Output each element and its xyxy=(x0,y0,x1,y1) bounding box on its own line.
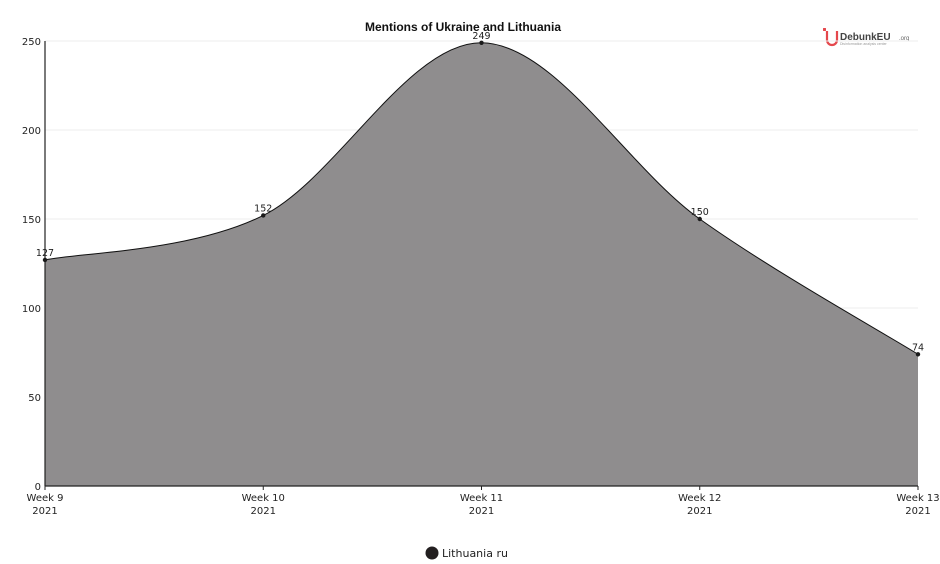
data-label: 249 xyxy=(472,31,490,42)
x-tick-year: 2021 xyxy=(469,506,494,517)
series-area xyxy=(45,42,918,486)
legend-marker[interactable] xyxy=(425,546,439,560)
data-label: 127 xyxy=(36,248,54,259)
data-point xyxy=(915,352,921,357)
x-tick-label: Week 9 xyxy=(27,493,64,504)
x-axis-ticks: Week 9 2021 Week 10 2021 Week 11 2021 Week 12 2… xyxy=(27,486,940,517)
data-label: 152 xyxy=(254,203,272,214)
data-point xyxy=(42,257,48,263)
x-tick-year: 2021 xyxy=(687,506,712,517)
data-markers xyxy=(42,40,921,357)
data-point xyxy=(479,40,484,45)
debunkeu-logo: DebunkEU .org Disinformation analysis ce… xyxy=(823,28,909,47)
y-tick-label: 150 xyxy=(22,215,41,226)
x-tick-label: Week 10 xyxy=(242,493,285,504)
y-tick-label: 100 xyxy=(22,304,41,315)
y-tick-label: 250 xyxy=(22,37,41,48)
data-labels: 127 152 249 150 74 xyxy=(36,31,924,354)
y-tick-label: 0 xyxy=(35,482,41,493)
x-tick-label: Week 13 xyxy=(896,493,939,504)
x-tick-label: Week 11 xyxy=(460,493,503,504)
logo-suffix: .org xyxy=(899,36,909,42)
y-tick-label: 200 xyxy=(22,126,41,137)
logo-text: DebunkEU xyxy=(840,32,891,43)
x-tick-year: 2021 xyxy=(251,506,276,517)
legend-label[interactable]: Lithuania ru xyxy=(442,547,508,560)
data-point xyxy=(261,213,266,218)
logo-tagline: Disinformation analysis center xyxy=(840,42,888,46)
legend[interactable]: Lithuania ru xyxy=(425,546,508,561)
series-area-layer xyxy=(44,42,919,486)
y-tick-label: 50 xyxy=(28,393,41,404)
x-tick-label: Week 12 xyxy=(678,493,721,504)
chart-title: Mentions of Ukraine and Lithuania xyxy=(365,20,561,34)
y-axis-ticks: 0 50 100 150 200 250 xyxy=(22,37,41,493)
data-point xyxy=(697,216,702,222)
data-label: 150 xyxy=(691,207,709,218)
x-tick-year: 2021 xyxy=(905,506,930,517)
x-tick-year: 2021 xyxy=(32,506,57,517)
data-label: 74 xyxy=(912,342,924,353)
